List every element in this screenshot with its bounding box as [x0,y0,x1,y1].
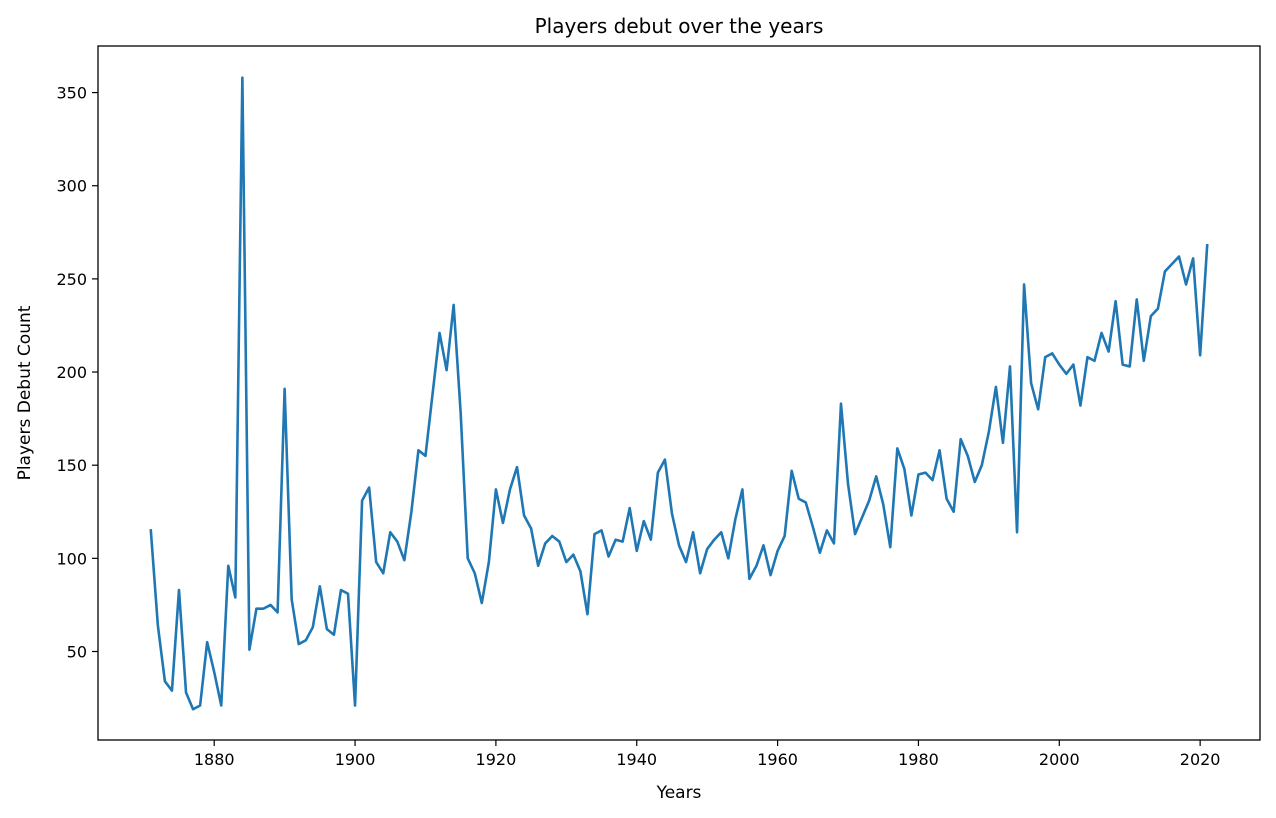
x-axis-ticks: 1880 1900 1920 1940 1960 1980 2000 2020 [194,740,1221,769]
x-tick-label: 1900 [335,750,376,769]
y-tick-label: 200 [56,363,87,382]
x-tick-label: 1920 [476,750,517,769]
series-line [149,76,1209,711]
y-tick-label: 100 [56,549,87,568]
axes-frame [97,45,1261,741]
plot-area [149,76,1209,711]
x-tick-label: 1940 [616,750,657,769]
y-axis-label: Players Debut Count [15,305,35,480]
x-tick-label: 1880 [194,750,235,769]
y-tick-label: 150 [56,456,87,475]
x-tick-label: 1980 [898,750,939,769]
y-axis-ticks: 50 100 150 200 250 300 350 [56,84,98,662]
x-tick-label: 2000 [1039,750,1080,769]
x-tick-label: 1960 [757,750,798,769]
chart-title: Players debut over the years [535,14,824,38]
y-tick-label: 350 [56,84,87,103]
y-tick-label: 250 [56,270,87,289]
x-axis-label: Years [656,783,702,803]
y-tick-label: 300 [56,177,87,196]
y-tick-label: 50 [67,643,87,662]
x-tick-label: 2020 [1180,750,1221,769]
